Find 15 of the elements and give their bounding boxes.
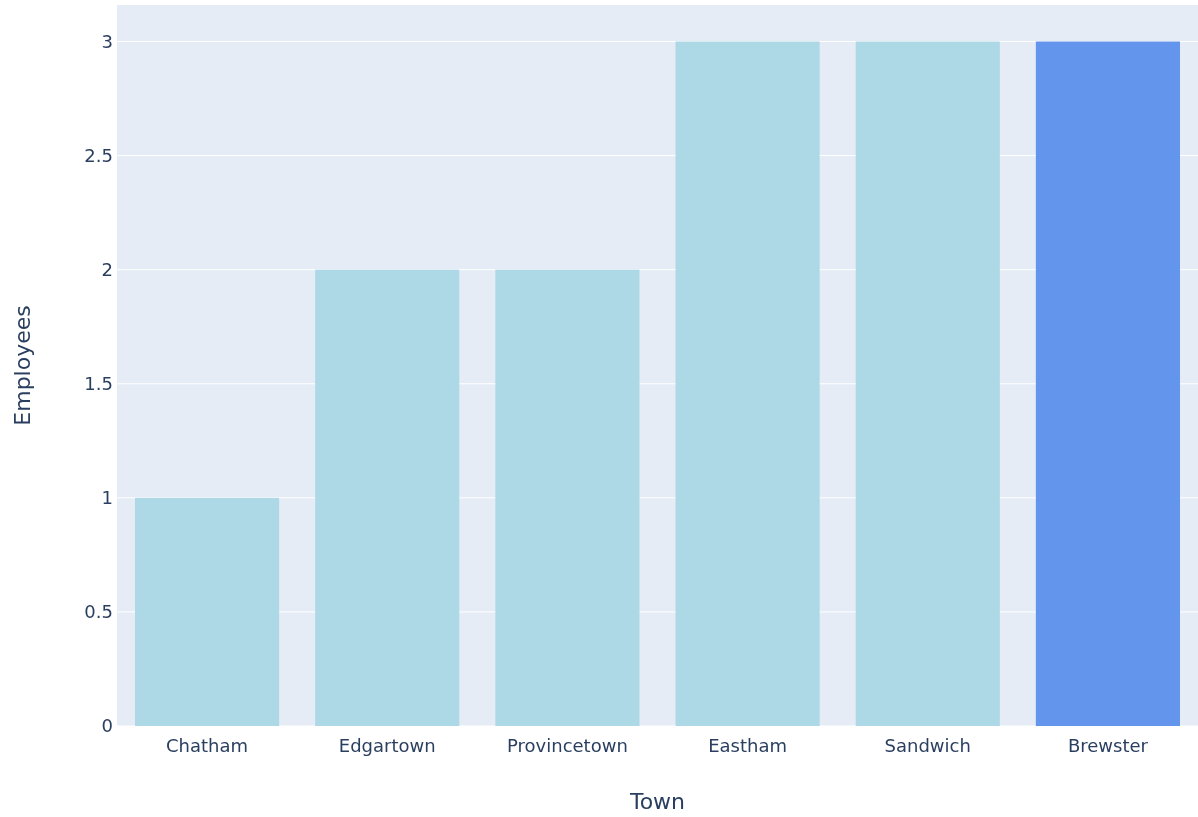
x-tick-label: Chatham (166, 735, 249, 756)
x-tick-label: Edgartown (338, 735, 436, 756)
x-tick-label: Provincetown (507, 735, 628, 756)
y-tick-label: 0 (101, 715, 113, 737)
x-tick-label: Sandwich (884, 735, 971, 756)
x-tick-label: Brewster (1067, 735, 1149, 756)
x-tick-label: Eastham (708, 735, 787, 756)
y-tick-label: 2.5 (84, 144, 113, 166)
y-tick-label: 3 (101, 30, 113, 52)
x-axis-title: Town (628, 789, 686, 814)
y-tick-label: 1 (101, 487, 113, 509)
y-tick-label: 1.5 (84, 373, 113, 395)
y-tick-label: 0.5 (84, 601, 113, 623)
y-tick-label: 2 (101, 258, 113, 280)
y-axis-title: Employees (10, 305, 35, 426)
